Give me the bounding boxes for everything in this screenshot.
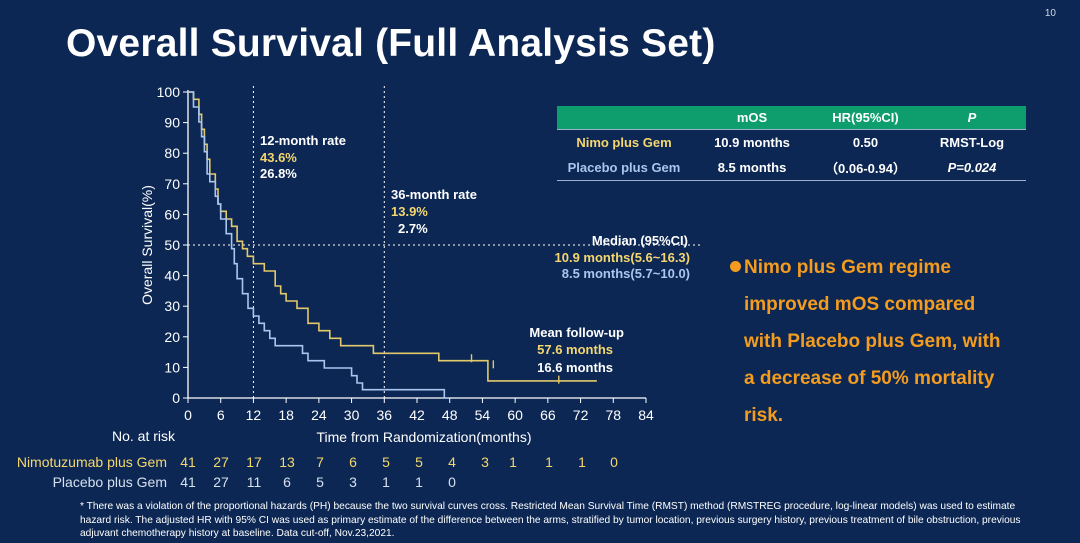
footnote: * There was a violation of the proportio… — [80, 501, 1021, 539]
y-tick-label: 20 — [164, 329, 180, 345]
y-tick-label: 60 — [164, 206, 180, 222]
risk-value: 41 — [180, 474, 196, 490]
y-tick-label: 80 — [164, 145, 180, 161]
summary-mos-placebo: 8.5 months — [691, 155, 813, 181]
conclusion-line-1-text: Nimo plus Gem regime — [744, 257, 951, 278]
summary-p-placebo: P=0.024 — [918, 155, 1026, 181]
rate12-title: 12-month rate — [260, 133, 346, 148]
x-tick-label: 6 — [217, 407, 225, 423]
x-tick-label: 72 — [573, 407, 589, 423]
x-tick-label: 24 — [311, 407, 327, 423]
risk-value: 11 — [247, 474, 262, 490]
rate36-nimo: 13.9% — [391, 204, 428, 219]
risk-value: 27 — [213, 474, 229, 490]
risk-value: 1 — [545, 454, 553, 470]
summary-mos-nimo: 10.9 months — [691, 129, 813, 155]
risk-value: 1 — [578, 454, 586, 470]
median-title: Median (95%CI) — [592, 233, 688, 248]
risk-row-label: Nimotuzumab plus Gem — [17, 454, 167, 470]
median-nimo: 10.9 months(5.6~16.3) — [555, 250, 690, 265]
risk-value: 13 — [279, 454, 295, 470]
risk-table-header: No. at risk — [112, 428, 176, 444]
x-tick-label: 36 — [376, 407, 392, 423]
x-tick-label: 66 — [540, 407, 556, 423]
summary-table: mOS HR(95%CI) P Nimo plus Gem 10.9 month… — [557, 106, 1026, 181]
conclusion-line-2: improved mOS compared — [744, 294, 976, 315]
y-tick-label: 0 — [172, 390, 180, 406]
risk-value: 5 — [382, 454, 390, 470]
page-title: Overall Survival (Full Analysis Set) — [66, 22, 716, 65]
conclusion-line-5: risk. — [744, 405, 784, 426]
x-tick-label: 30 — [344, 407, 360, 423]
summary-arm-nimo: Nimo plus Gem — [557, 129, 691, 155]
summary-p-nimo: RMST-Log — [918, 129, 1026, 155]
x-tick-label: 18 — [278, 407, 294, 423]
risk-value: 17 — [246, 454, 262, 470]
summary-header-hr: HR(95%CI) — [813, 106, 918, 130]
summary-row-nimo: Nimo plus Gem 10.9 months 0.50 RMST-Log — [557, 129, 1026, 155]
bullet-icon — [730, 261, 741, 272]
conclusion-line-3: with Placebo plus Gem, with — [744, 331, 1001, 352]
risk-value: 0 — [448, 474, 456, 490]
x-tick-label: 54 — [475, 407, 491, 423]
summary-header-row: mOS HR(95%CI) P — [557, 106, 1026, 130]
followup-title: Mean follow-up — [529, 325, 624, 340]
survival-curve-placebo — [188, 91, 450, 399]
summary-arm-placebo: Placebo plus Gem — [557, 155, 691, 181]
risk-row-label: Placebo plus Gem — [53, 474, 167, 490]
risk-value: 5 — [316, 474, 324, 490]
x-tick-label: 78 — [605, 407, 621, 423]
conclusion-text: Nimo plus Gem regime improved mOS compar… — [730, 249, 1050, 434]
risk-value: 1 — [509, 454, 517, 470]
risk-value: 41 — [180, 454, 196, 470]
y-tick-label: 40 — [164, 268, 180, 284]
rate36-placebo: 2.7% — [398, 221, 428, 236]
risk-value: 1 — [415, 474, 423, 490]
risk-value: 5 — [415, 454, 423, 470]
slide-number: 10 — [1044, 8, 1056, 19]
summary-header-blank — [557, 106, 691, 130]
x-tick-label: 42 — [409, 407, 425, 423]
risk-value: 6 — [349, 454, 357, 470]
summary-header-p: P — [918, 106, 1026, 130]
x-tick-label: 84 — [638, 407, 654, 423]
x-tick-label: 12 — [246, 407, 262, 423]
y-tick-label: 100 — [157, 84, 181, 100]
y-tick-label: 90 — [164, 115, 180, 131]
conclusion-line-1: Nimo plus Gem regime — [730, 249, 1050, 286]
rate36-title: 36-month rate — [391, 187, 477, 202]
y-tick-label: 50 — [164, 237, 180, 253]
followup-nimo: 57.6 months — [537, 342, 613, 357]
risk-value: 7 — [316, 454, 324, 470]
conclusion-line-4: a decrease of 50% mortality — [744, 368, 995, 389]
rate12-nimo: 43.6% — [260, 150, 297, 165]
risk-value: 27 — [213, 454, 229, 470]
rate12-placebo: 26.8% — [260, 166, 297, 181]
summary-header-mos: mOS — [691, 106, 813, 130]
x-tick-label: 48 — [442, 407, 458, 423]
risk-value: 4 — [448, 454, 456, 470]
x-tick-label: 60 — [507, 407, 523, 423]
followup-placebo: 16.6 months — [537, 360, 613, 375]
summary-hr-nimo: 0.50 — [813, 129, 918, 155]
y-tick-label: 30 — [164, 298, 180, 314]
y-axis-title: Overall Survival(%) — [139, 185, 155, 305]
risk-value: 0 — [610, 454, 618, 470]
risk-value: 1 — [382, 474, 390, 490]
summary-hr-placebo: （0.06-0.94） — [813, 155, 918, 181]
median-placebo: 8.5 months(5.7~10.0) — [562, 266, 690, 281]
risk-value: 3 — [349, 474, 357, 490]
risk-value: 3 — [481, 454, 489, 470]
y-tick-label: 70 — [164, 176, 180, 192]
x-tick-label: 0 — [184, 407, 192, 423]
x-axis-title: Time from Randomization(months) — [317, 429, 532, 445]
survival-curve-nimo — [188, 91, 597, 382]
risk-value: 6 — [283, 474, 291, 490]
y-tick-label: 10 — [164, 359, 180, 375]
summary-row-placebo: Placebo plus Gem 8.5 months （0.06-0.94） … — [557, 155, 1026, 181]
